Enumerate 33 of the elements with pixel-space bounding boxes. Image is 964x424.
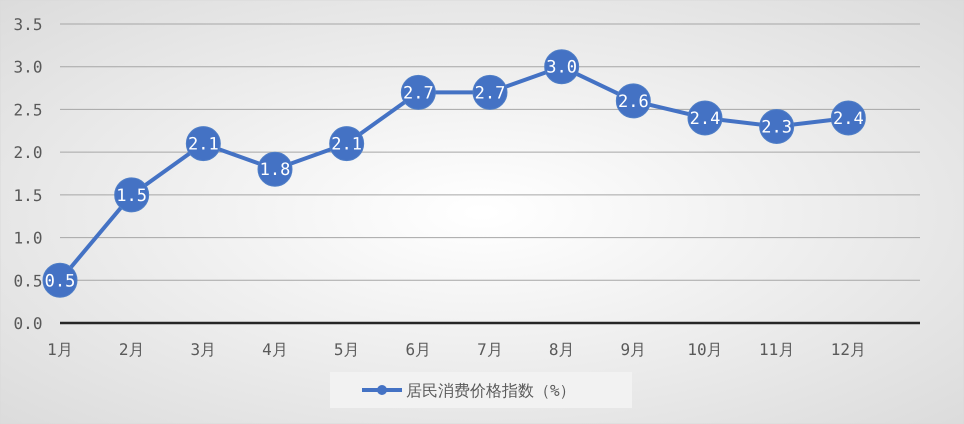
data-label: 2.7 xyxy=(474,83,506,104)
y-tick-label: 3.0 xyxy=(14,58,42,77)
data-label: 2.6 xyxy=(618,92,649,112)
data-label: 2.4 xyxy=(832,108,864,129)
data-label: 2.7 xyxy=(402,83,434,104)
x-tick-label: 9月 xyxy=(620,340,646,359)
data-label: 2.1 xyxy=(331,134,362,155)
y-tick-label: 3.5 xyxy=(14,15,42,34)
data-label: 2.1 xyxy=(188,134,219,155)
y-tick-label: 2.0 xyxy=(14,143,42,162)
x-tick-label: 4月 xyxy=(262,340,288,359)
x-tick-label: 12月 xyxy=(830,340,866,359)
data-label: 2.4 xyxy=(690,108,720,129)
y-tick-label: 1.5 xyxy=(14,186,42,205)
data-label: 0.5 xyxy=(44,271,76,292)
data-label: 1.5 xyxy=(116,186,148,206)
data-label: 3.0 xyxy=(546,58,578,78)
x-tick-label: 10月 xyxy=(687,340,723,359)
x-tick-label: 6月 xyxy=(406,340,432,359)
y-tick-label: 0.5 xyxy=(14,271,42,290)
x-tick-label: 5月 xyxy=(334,340,360,359)
y-tick-label: 2.5 xyxy=(14,100,42,120)
y-tick-label: 1.0 xyxy=(14,228,42,248)
x-tick-label: 7月 xyxy=(477,340,503,359)
data-label: 2.3 xyxy=(761,118,792,138)
x-tick-label: 2月 xyxy=(118,340,144,359)
x-tick-label: 8月 xyxy=(548,340,574,359)
legend-label: 居民消费价格指数（%） xyxy=(406,381,576,400)
x-tick-label: 1月 xyxy=(47,340,73,359)
y-tick-label: 0.0 xyxy=(14,314,42,333)
x-tick-label: 3月 xyxy=(190,340,216,359)
x-tick-label: 11月 xyxy=(759,340,794,359)
data-label: 1.8 xyxy=(260,160,290,180)
